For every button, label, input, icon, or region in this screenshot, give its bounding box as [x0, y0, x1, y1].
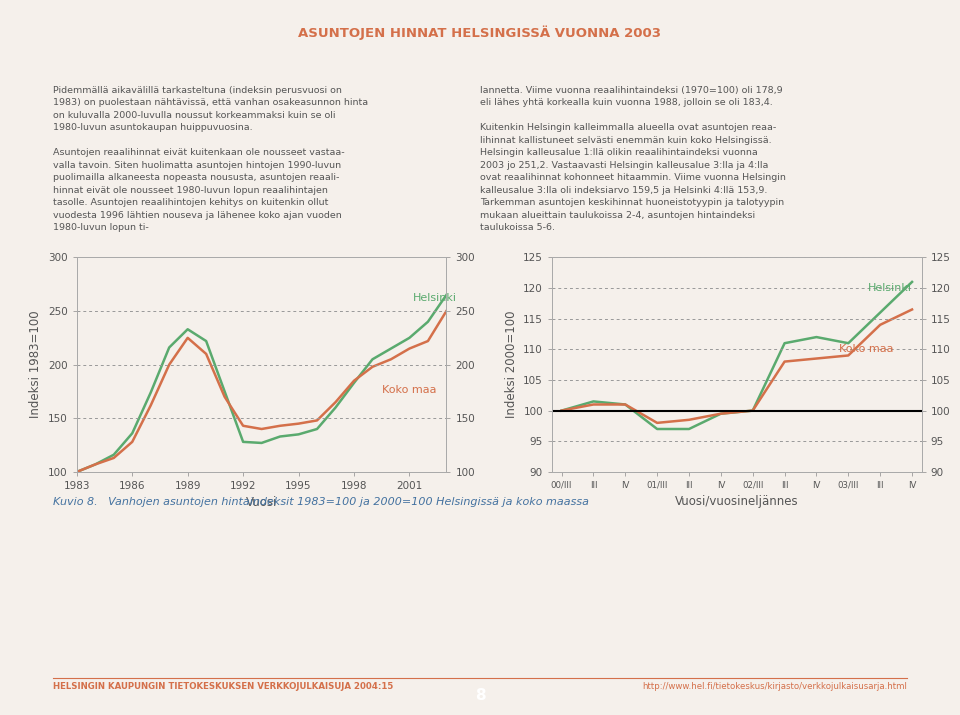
Text: http://www.hel.fi/tietokeskus/kirjasto/verkkojulkaisusarja.html: http://www.hel.fi/tietokeskus/kirjasto/v…: [642, 682, 907, 691]
X-axis label: Vuosi/vuosineljännes: Vuosi/vuosineljännes: [675, 495, 799, 508]
Text: ASUNTOJEN HINNAT HELSINGISSÄ VUONNA 2003: ASUNTOJEN HINNAT HELSINGISSÄ VUONNA 2003: [299, 25, 661, 39]
Text: Koko maa: Koko maa: [382, 385, 436, 395]
Text: Koko maa: Koko maa: [839, 345, 893, 355]
Text: Pidemmällä aikavälillä tarkasteltuna (indeksin perusvuosi on
1983) on puolestaan: Pidemmällä aikavälillä tarkasteltuna (in…: [53, 86, 368, 232]
Text: Kuvio 8.   Vanhojen asuntojen hintaindeksit 1983=100 ja 2000=100 Helsingissä ja : Kuvio 8. Vanhojen asuntojen hintaindeksi…: [53, 497, 588, 507]
Text: Helsinki: Helsinki: [868, 283, 911, 293]
Y-axis label: Indeksi 1983=100: Indeksi 1983=100: [30, 311, 42, 418]
Text: 8: 8: [474, 689, 486, 703]
X-axis label: Vuosi: Vuosi: [246, 496, 277, 510]
Text: HELSINGIN KAUPUNGIN TIETOKESKUKSEN VERKKOJULKAISUJA 2004:15: HELSINGIN KAUPUNGIN TIETOKESKUKSEN VERKK…: [53, 682, 393, 691]
Text: lannetta. Viime vuonna reaalihintaindeksi (1970=100) oli 178,9
eli lähes yhtä ko: lannetta. Viime vuonna reaalihintaindeks…: [480, 86, 786, 232]
Y-axis label: Indeksi 2000=100: Indeksi 2000=100: [505, 311, 517, 418]
Text: Helsinki: Helsinki: [413, 293, 457, 303]
